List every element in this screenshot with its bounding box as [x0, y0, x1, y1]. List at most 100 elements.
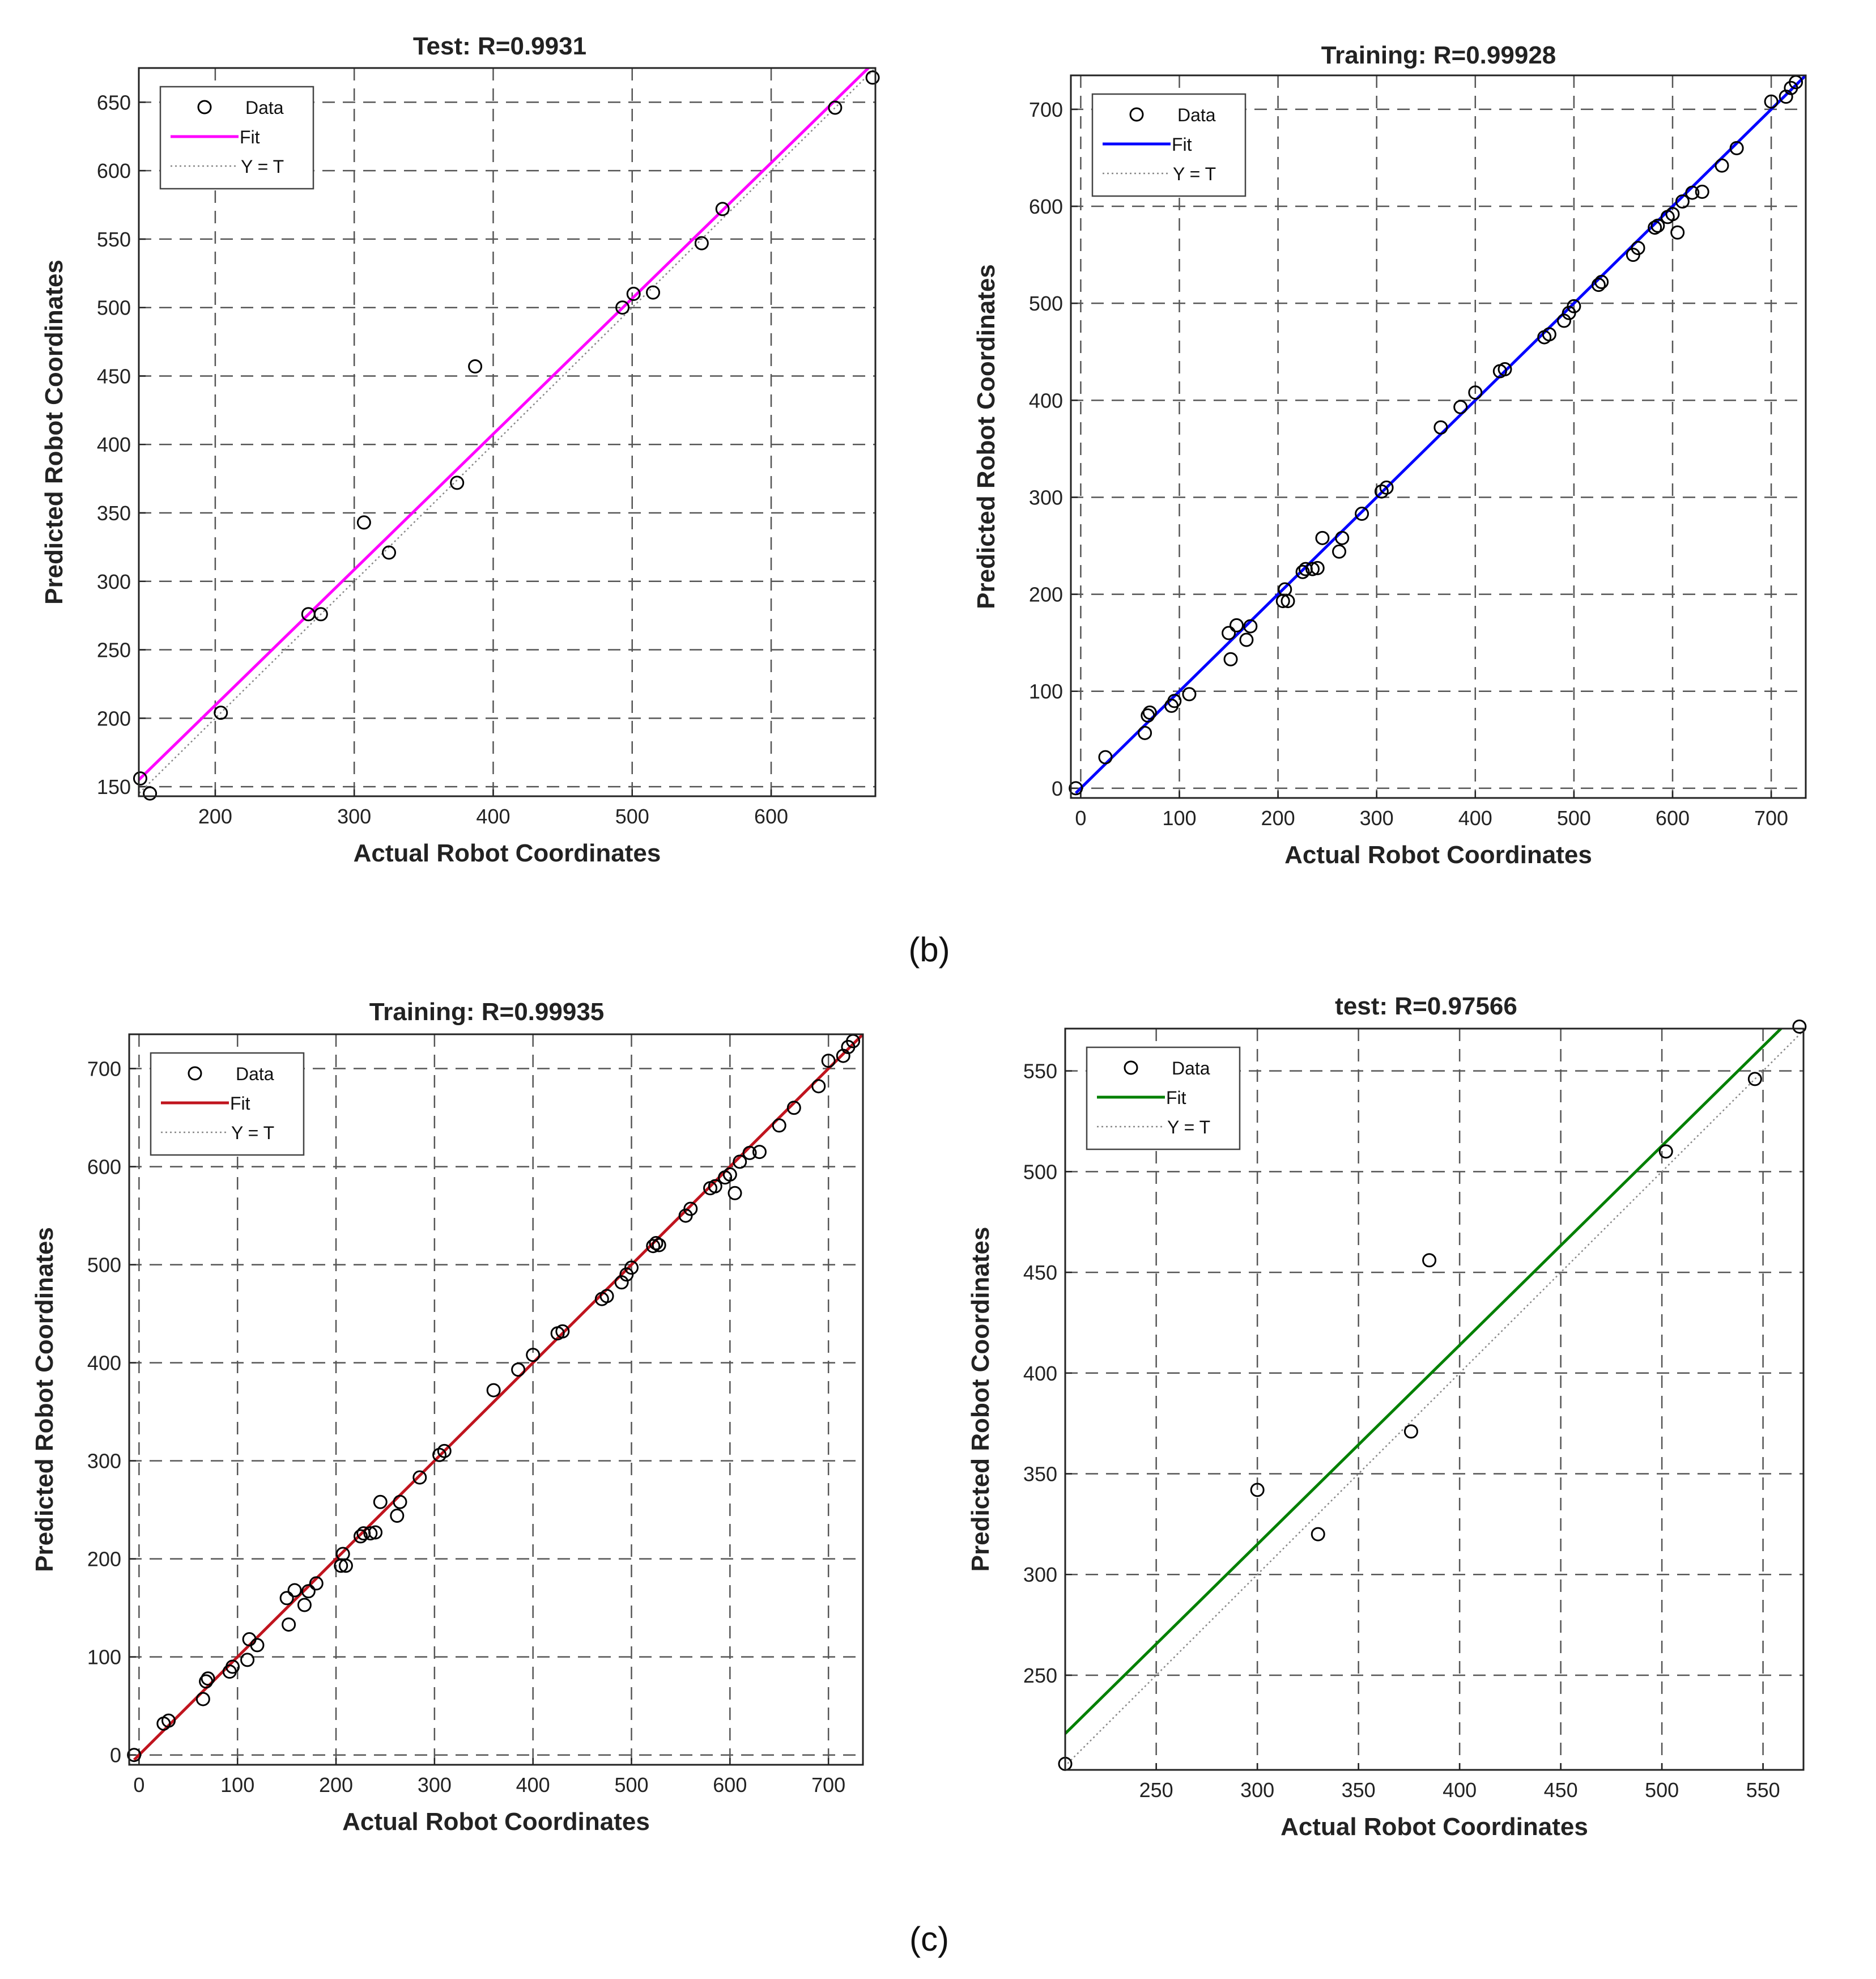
x-axis-label: Actual Robot Coordinates — [1281, 1813, 1588, 1841]
x-tick-label: 300 — [1240, 1778, 1274, 1802]
data-point — [338, 1558, 353, 1573]
data-point — [356, 515, 371, 530]
data-point — [1665, 207, 1680, 222]
data-point — [646, 285, 661, 300]
x-tick-label: 300 — [337, 805, 371, 828]
data-point — [599, 1289, 614, 1303]
figure-caption-c: (c) — [909, 1920, 949, 1958]
data-point — [382, 545, 397, 560]
data-point — [1295, 564, 1310, 579]
data-point — [708, 1179, 722, 1194]
legend: Data Fit Y = T — [1091, 93, 1247, 197]
data-point — [1648, 220, 1662, 235]
axes-frame — [1064, 1027, 1805, 1771]
legend-label-identity: Y = T — [231, 1123, 274, 1143]
data-point — [722, 1167, 737, 1182]
x-tick-label: 400 — [516, 1773, 550, 1797]
data-point — [1069, 781, 1083, 796]
data-point — [1675, 194, 1690, 209]
data-point — [1567, 299, 1581, 313]
y-tick-label: 250 — [1023, 1664, 1057, 1687]
y-tick-label: 700 — [87, 1058, 121, 1081]
y-tick-label: 350 — [97, 502, 131, 525]
y-tick-label: 700 — [1029, 98, 1063, 121]
data-point — [133, 771, 147, 786]
data-point — [1222, 626, 1236, 640]
data-point — [161, 1713, 176, 1728]
data-point — [1670, 225, 1685, 240]
data-point — [1747, 1072, 1762, 1086]
x-tick-label: 100 — [1162, 806, 1196, 830]
data-point — [313, 607, 328, 622]
x-tick-label: 300 — [1360, 806, 1394, 830]
data-point — [279, 1591, 294, 1606]
data-point — [649, 1236, 663, 1251]
legend-label-identity: Y = T — [1173, 164, 1216, 184]
data-point — [353, 1529, 368, 1544]
data-point — [614, 1275, 629, 1290]
data-point — [1695, 184, 1709, 199]
data-point — [511, 1362, 526, 1377]
y-tick-label: 500 — [1029, 292, 1063, 315]
x-tick-label: 550 — [1746, 1778, 1780, 1802]
x-tick-label: 500 — [614, 1773, 648, 1797]
data-point — [1239, 632, 1254, 647]
data-point — [526, 1348, 541, 1362]
y-tick-label: 300 — [87, 1450, 121, 1473]
legend-label-fit: Fit — [1166, 1088, 1186, 1108]
legend-marker-data — [197, 100, 212, 114]
y-tick-label: 100 — [87, 1646, 121, 1669]
data-point — [752, 1145, 767, 1160]
data-point — [624, 1260, 639, 1275]
data-point — [1223, 652, 1238, 666]
data-point — [1433, 420, 1448, 435]
data-point — [1167, 694, 1182, 708]
data-point — [1650, 218, 1665, 233]
y-tick-label: 350 — [1023, 1463, 1057, 1486]
x-tick-label: 200 — [1261, 806, 1295, 830]
y-tick-label: 400 — [97, 433, 131, 456]
data-point — [1311, 1527, 1325, 1541]
y-tick-label: 400 — [1029, 389, 1063, 412]
y-tick-label: 200 — [1029, 583, 1063, 606]
axes-frame — [1070, 74, 1807, 799]
data-point — [1098, 750, 1113, 765]
y-axis-label: Predicted Robot Coordinates — [972, 264, 1000, 609]
identity-line — [139, 68, 875, 795]
data-point — [1453, 400, 1468, 414]
identity-line — [1065, 1029, 1803, 1767]
plot-data — [139, 68, 875, 795]
y-tick-label: 550 — [1023, 1060, 1057, 1083]
data-point — [615, 300, 630, 315]
legend-marker-data — [1124, 1060, 1138, 1075]
data-point — [683, 1201, 698, 1216]
plot-data — [1065, 1029, 1803, 1767]
chart-title: Training: R=0.99935 — [369, 998, 605, 1026]
data-point — [1281, 594, 1295, 609]
data-point — [301, 1584, 316, 1599]
x-tick-label: 500 — [615, 805, 649, 828]
data-point — [201, 1671, 215, 1686]
data-point — [555, 1324, 570, 1339]
data-point — [373, 1494, 388, 1509]
data-point — [1764, 94, 1779, 109]
data-point — [1182, 687, 1197, 702]
data-point — [1422, 1253, 1437, 1268]
y-tick-label: 500 — [87, 1254, 121, 1277]
legend: Data Fit Y = T — [150, 1052, 305, 1156]
legend-label-data: Data — [1177, 105, 1216, 125]
data-point — [1332, 544, 1347, 559]
y-tick-label: 300 — [1023, 1563, 1057, 1586]
y-axis-label: Predicted Robot Coordinates — [31, 1227, 58, 1572]
legend-label-fit: Fit — [230, 1093, 250, 1114]
legend-label-data: Data — [1172, 1058, 1210, 1078]
data-point — [715, 202, 730, 216]
x-tick-label: 400 — [476, 805, 510, 828]
data-point — [1594, 275, 1609, 290]
data-point — [626, 287, 641, 301]
data-point — [412, 1470, 427, 1485]
y-axis-label: Predicted Robot Coordinates — [967, 1227, 994, 1572]
data-point — [865, 70, 880, 85]
data-point — [127, 1748, 142, 1763]
y-tick-label: 300 — [97, 570, 131, 593]
